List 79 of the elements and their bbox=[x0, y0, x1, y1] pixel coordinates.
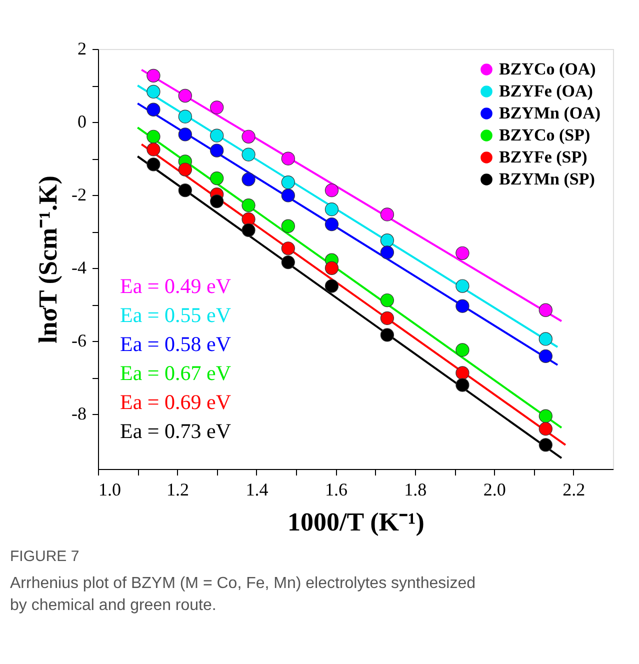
point bbox=[324, 279, 339, 293]
point bbox=[456, 246, 470, 260]
point bbox=[281, 188, 295, 202]
point bbox=[456, 299, 470, 313]
point bbox=[456, 279, 470, 293]
point bbox=[538, 422, 552, 436]
point bbox=[456, 343, 470, 357]
point bbox=[146, 84, 160, 99]
point bbox=[324, 202, 339, 216]
point bbox=[324, 261, 339, 275]
x-tick-label: 1.8 bbox=[404, 480, 427, 500]
y-tick-label: -8 bbox=[72, 404, 86, 424]
x-axis-title: 1000/T (K⁻¹) bbox=[288, 508, 424, 536]
point bbox=[210, 100, 224, 114]
point bbox=[538, 349, 552, 363]
point bbox=[146, 158, 160, 172]
point bbox=[538, 438, 552, 452]
y-tick-label: 2 bbox=[78, 38, 86, 58]
y-tick-label: -6 bbox=[72, 330, 86, 351]
point bbox=[538, 303, 552, 317]
legend-label: BZYFe (OA) bbox=[499, 82, 593, 100]
legend-label: BZYCo (OA) bbox=[499, 60, 596, 78]
point bbox=[242, 130, 256, 144]
legend-label: BZYCo (SP) bbox=[499, 126, 590, 144]
point bbox=[146, 68, 160, 82]
legend-label: BZYMn (SP) bbox=[499, 170, 595, 188]
point bbox=[456, 366, 470, 380]
point bbox=[210, 128, 224, 142]
point bbox=[178, 162, 192, 176]
x-tick-label: 1.0 bbox=[98, 480, 121, 500]
y-tick-label: -4 bbox=[72, 258, 86, 278]
point bbox=[538, 409, 552, 423]
x-tick-label: 2.2 bbox=[562, 480, 586, 500]
point bbox=[242, 198, 256, 212]
point bbox=[281, 242, 295, 256]
caption: FIGURE 7 bbox=[10, 548, 80, 565]
point bbox=[178, 184, 192, 198]
point bbox=[210, 171, 224, 186]
annotation: Ea = 0.58 eV bbox=[120, 332, 231, 356]
annotation: Ea = 0.67 eV bbox=[120, 361, 231, 385]
point bbox=[281, 152, 295, 166]
annotation: Ea = 0.69 eV bbox=[120, 390, 231, 414]
point bbox=[380, 328, 394, 342]
point bbox=[242, 148, 256, 162]
legend-label: BZYMn (OA) bbox=[499, 104, 601, 122]
x-tick-label: 1.6 bbox=[324, 480, 348, 500]
x-tick-label: 1.4 bbox=[246, 480, 268, 500]
point bbox=[456, 378, 470, 392]
point bbox=[324, 218, 339, 232]
point bbox=[380, 311, 394, 325]
y-tick-label: -2 bbox=[72, 184, 86, 205]
point bbox=[538, 332, 552, 346]
point bbox=[281, 255, 295, 270]
point bbox=[210, 144, 224, 158]
point bbox=[146, 142, 160, 156]
x-tick-label: 1.2 bbox=[166, 480, 189, 500]
point bbox=[210, 194, 224, 208]
point bbox=[380, 234, 394, 248]
point bbox=[178, 128, 192, 142]
point bbox=[380, 208, 394, 222]
point bbox=[146, 130, 160, 144]
point bbox=[242, 172, 256, 186]
x-tick-label: 2.0 bbox=[483, 480, 506, 500]
point bbox=[178, 88, 192, 103]
point bbox=[281, 219, 295, 233]
text: Arrhenius plot of BZYM (M = Co, Fe, Mn) electrolytes synthesized by chemical and green route. bbox=[10, 575, 476, 614]
annotation: Ea = 0.73 eV bbox=[120, 419, 231, 443]
point bbox=[242, 223, 256, 237]
point bbox=[146, 102, 160, 116]
point bbox=[281, 176, 295, 190]
y-tick-label: 0 bbox=[78, 112, 86, 132]
point bbox=[380, 246, 394, 260]
point bbox=[178, 110, 192, 124]
annotation: Ea = 0.49 eV bbox=[120, 274, 231, 298]
legend-label: BZYFe (SP) bbox=[499, 148, 588, 166]
point bbox=[380, 293, 394, 308]
point bbox=[324, 184, 339, 198]
annotation: Ea = 0.55 eV bbox=[120, 303, 231, 327]
y-axis-title: lnσT (Scm⁻¹.K) bbox=[34, 176, 63, 344]
